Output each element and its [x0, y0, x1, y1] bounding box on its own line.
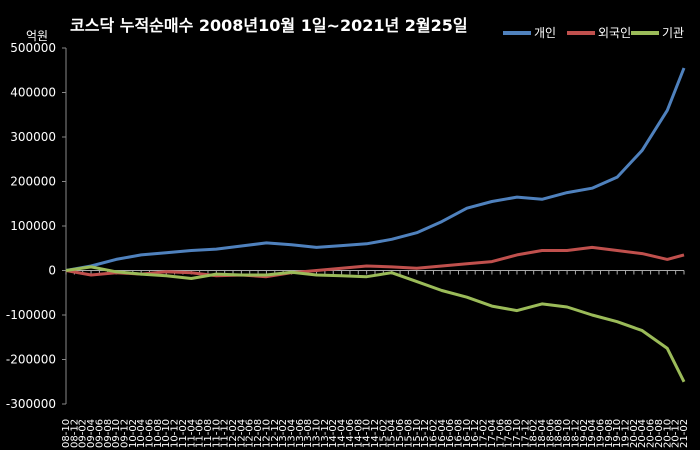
x-tick-label: 19-12: [621, 419, 632, 448]
y-tick-label: -100000: [6, 308, 56, 322]
x-tick-label: 18-02: [529, 419, 540, 448]
x-tick-label: 12-12: [270, 419, 281, 448]
x-tick-label: 12-08: [253, 419, 264, 448]
x-tick-label: 10-04: [136, 419, 147, 448]
x-tick-label: 18-12: [570, 419, 581, 448]
x-tick-label: 14-12: [370, 419, 381, 448]
x-tick-label: 13-08: [303, 419, 314, 448]
series-line-3: [65, 265, 686, 383]
x-tick-label: 15-04: [387, 419, 398, 448]
x-tick-label: 12-04: [236, 419, 247, 448]
x-tick-label: 20-10: [662, 419, 673, 448]
x-tick-label: 16-12: [470, 419, 481, 448]
x-tick-label: 16-02: [428, 419, 439, 448]
x-tick-label: 19-08: [604, 419, 615, 448]
x-tick-label: 15-08: [403, 419, 414, 448]
x-tick-label: 10-10: [161, 419, 172, 448]
x-tick-label: 18-04: [537, 419, 548, 448]
series-group: [65, 67, 686, 383]
x-tick-label: 11-08: [203, 419, 214, 448]
x-tick-label: 14-02: [328, 419, 339, 448]
y-tick-label: -300000: [6, 397, 56, 411]
legend-label: 개인: [534, 26, 556, 40]
x-tick-label: 19-10: [612, 419, 623, 448]
y-tick-label: 400000: [10, 86, 56, 100]
x-tick-label: 13-12: [320, 419, 331, 448]
x-tick-label: 15-06: [395, 419, 406, 448]
x-tick-label: 09-02: [78, 419, 89, 448]
x-tick-label: 14-10: [362, 419, 373, 448]
x-tick-label: 13-04: [286, 419, 297, 448]
x-tick-label: 20-04: [637, 419, 648, 448]
x-tick-label: 16-06: [445, 419, 456, 448]
x-tick-label: 20-12: [671, 419, 682, 448]
x-tick-label: 13-02: [278, 419, 289, 448]
x-tick-label: 15-02: [378, 419, 389, 448]
y-tick-label: 100000: [10, 219, 56, 233]
x-tick-label: 20-06: [646, 419, 657, 448]
x-tick-label: 11-06: [195, 419, 206, 448]
x-tick-label: 16-08: [454, 419, 465, 448]
x-tick-label: 20-08: [654, 419, 665, 448]
x-tick-label: 18-10: [562, 419, 573, 448]
y-axis-label: 억원: [26, 29, 48, 43]
x-tick-label: 14-08: [353, 419, 364, 448]
x-tick-label: 16-04: [437, 419, 448, 448]
x-tick-label: 09-10: [111, 419, 122, 448]
x-tick-label: 15-10: [412, 419, 423, 448]
x-tick-label: 10-12: [170, 419, 181, 448]
x-tick-label: 10-08: [153, 419, 164, 448]
x-tick-label: 20-02: [629, 419, 640, 448]
x-tick-label: 21-02: [679, 419, 690, 448]
x-tick-label: 16-10: [462, 419, 473, 448]
x-tick-label: 08-12: [69, 419, 80, 448]
x-tick-label: 08-10: [61, 419, 72, 448]
series-line-2: [65, 245, 685, 279]
y-tick-label: 200000: [10, 175, 56, 189]
x-tick-label: 13-06: [295, 419, 306, 448]
x-tick-label: 19-06: [595, 419, 606, 448]
chart-title: 코스닥 누적순매수 2008년10월 1일~2021년 2월25일: [70, 16, 468, 35]
y-tick-label: 0: [48, 264, 56, 278]
x-tick-label: 10-06: [145, 419, 156, 448]
x-tick-label: 19-04: [587, 419, 598, 448]
series-line-1: [65, 67, 686, 272]
x-tick-label: 12-06: [245, 419, 256, 448]
y-tick-label: -200000: [6, 353, 56, 367]
x-tick-label: 17-02: [479, 419, 490, 448]
x-tick-label: 11-12: [220, 419, 231, 448]
x-tick-label: 14-06: [345, 419, 356, 448]
x-tick-label: 17-04: [487, 419, 498, 448]
x-tick-label: 17-12: [520, 419, 531, 448]
x-tick-label: 11-02: [178, 419, 189, 448]
x-tick-label: 09-04: [86, 419, 97, 448]
x-tick-label: 09-12: [119, 419, 130, 448]
x-tick-label: 13-10: [312, 419, 323, 448]
y-tick-label: 300000: [10, 130, 56, 144]
x-tick-label: 11-04: [186, 419, 197, 448]
x-tick-label: 11-10: [211, 419, 222, 448]
legend-label: 기관: [662, 26, 684, 40]
x-tick-label: 10-02: [128, 419, 139, 448]
x-tick-label: 09-08: [103, 419, 114, 448]
x-tick-label: 17-10: [512, 419, 523, 448]
x-tick-label: 12-10: [261, 419, 272, 448]
x-tick-label: 19-02: [579, 419, 590, 448]
x-tick-label: 18-08: [554, 419, 565, 448]
y-tick-label: 500000: [10, 41, 56, 55]
x-tick-label: 18-06: [545, 419, 556, 448]
legend-label: 외국인: [598, 26, 631, 40]
x-tick-label: 17-08: [504, 419, 515, 448]
legend: 개인 외국인 기관: [503, 26, 684, 40]
x-tick-label: 12-02: [228, 419, 239, 448]
x-tick-label: 14-04: [337, 419, 348, 448]
x-axis: 08-1008-1209-0209-0409-0609-0809-1009-12…: [61, 270, 690, 448]
x-tick-label: 17-06: [495, 419, 506, 448]
x-tick-label: 15-12: [420, 419, 431, 448]
x-tick-label: 09-06: [94, 419, 105, 448]
y-axis: 500000 400000 300000 200000 100000 0 -100000 -2…: [6, 41, 67, 411]
